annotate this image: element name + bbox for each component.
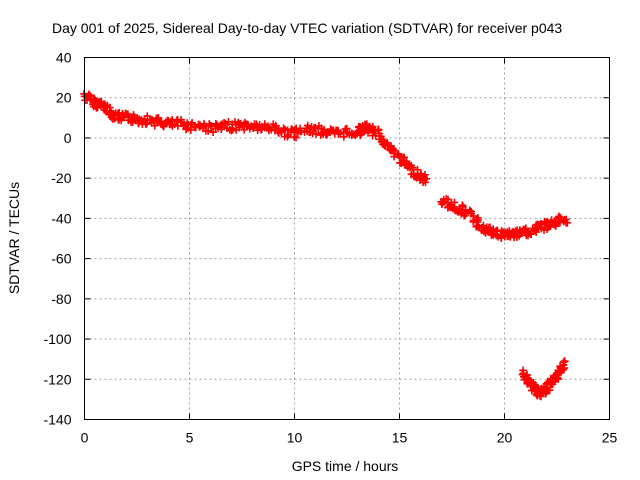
data-point — [560, 364, 569, 372]
chart-title: Day 001 of 2025, Sidereal Day-to-day VTE… — [52, 20, 562, 36]
y-tick-label: 0 — [64, 130, 72, 146]
x-tick-label: 10 — [287, 430, 303, 446]
data-point — [474, 216, 482, 224]
data-point — [560, 357, 569, 366]
x-tick-label: 5 — [186, 430, 194, 446]
data-point — [402, 157, 411, 166]
data-point — [292, 133, 300, 142]
data-point — [364, 129, 372, 137]
x-tick-label: 20 — [497, 430, 513, 446]
plot-frame — [84, 57, 610, 420]
y-tick-label: -100 — [43, 331, 71, 347]
data-point — [207, 122, 216, 131]
tick-labels: 0 5 10 15 20 25 40 20 0 -20 -40 -60 -80 -100 -120 -140 — [43, 50, 617, 446]
data-point — [444, 195, 452, 204]
y-tick-label: 40 — [56, 50, 72, 66]
data-point — [374, 126, 383, 135]
data-point — [320, 125, 328, 134]
data-point — [303, 124, 311, 133]
y-axis-label: SDTVAR / TECUs — [6, 182, 22, 294]
data-point — [383, 141, 392, 149]
data-point — [553, 374, 562, 382]
data-point — [396, 159, 404, 167]
data-point — [148, 116, 157, 124]
x-axis-label: GPS time / hours — [292, 458, 399, 474]
x-tick-label: 15 — [392, 430, 408, 446]
data-point — [497, 233, 506, 242]
y-tick-label: -40 — [51, 210, 71, 226]
data-point — [159, 122, 168, 131]
data-point — [249, 124, 257, 133]
data-points — [80, 90, 572, 401]
data-point — [545, 386, 554, 394]
ticks — [84, 57, 610, 420]
data-point — [86, 91, 94, 100]
data-point — [556, 213, 565, 222]
data-point — [559, 361, 568, 370]
grid — [84, 57, 610, 420]
data-point — [450, 198, 459, 207]
data-point — [527, 230, 535, 239]
data-point — [267, 125, 275, 134]
data-point — [563, 219, 572, 227]
data-point — [342, 124, 351, 133]
y-tick-label: -20 — [51, 170, 71, 186]
data-point — [505, 229, 514, 238]
data-point — [271, 123, 279, 132]
y-tick-label: -60 — [51, 251, 71, 267]
data-point — [422, 174, 431, 183]
y-tick-label: -80 — [51, 291, 71, 307]
data-point — [312, 130, 320, 138]
x-tick-label: 25 — [602, 430, 618, 446]
data-point — [408, 164, 417, 172]
data-point — [204, 126, 213, 135]
data-point — [188, 119, 196, 127]
y-tick-label: -140 — [43, 412, 71, 428]
data-point — [543, 217, 552, 226]
y-tick-label: -120 — [43, 371, 71, 387]
y-tick-label: 20 — [56, 90, 72, 106]
x-tick-label: 0 — [81, 430, 89, 446]
